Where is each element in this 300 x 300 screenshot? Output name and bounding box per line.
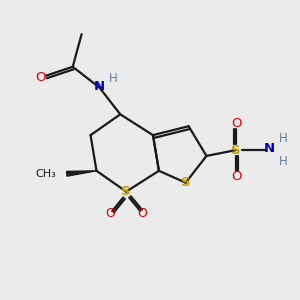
Text: O: O <box>231 117 242 130</box>
Text: S: S <box>122 185 131 198</box>
Text: H: H <box>279 132 287 145</box>
Text: CH₃: CH₃ <box>36 169 56 179</box>
Text: O: O <box>35 71 45 84</box>
Text: H: H <box>279 155 287 168</box>
Text: S: S <box>181 176 190 189</box>
Text: O: O <box>105 207 115 220</box>
Text: O: O <box>138 207 148 220</box>
Text: N: N <box>263 142 274 155</box>
Text: S: S <box>231 143 241 157</box>
Text: H: H <box>110 72 118 85</box>
Text: N: N <box>94 80 105 93</box>
Polygon shape <box>67 171 97 176</box>
Text: O: O <box>231 170 242 183</box>
